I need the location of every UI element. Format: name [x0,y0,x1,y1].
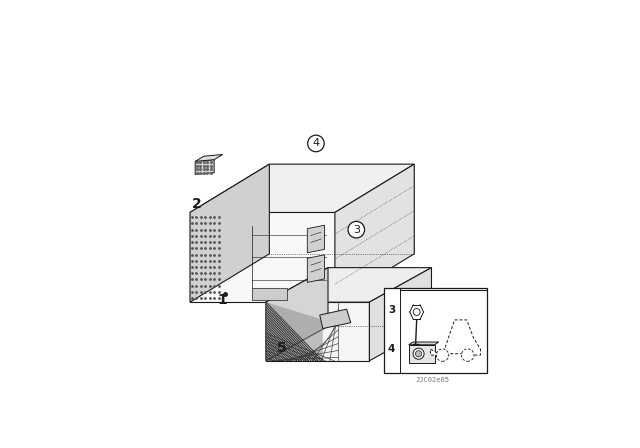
Circle shape [348,221,365,238]
Polygon shape [335,164,414,302]
Polygon shape [190,164,414,212]
Circle shape [413,309,420,315]
Polygon shape [369,267,431,361]
Text: 3: 3 [388,305,395,315]
Polygon shape [266,267,431,302]
Polygon shape [307,225,324,253]
Text: 4: 4 [388,344,395,354]
Text: 5: 5 [276,340,286,355]
Polygon shape [266,302,369,361]
Text: JJC02e05: JJC02e05 [415,377,449,383]
Polygon shape [409,345,435,363]
Text: 4: 4 [312,138,319,148]
Polygon shape [266,302,323,361]
Polygon shape [195,159,214,174]
Polygon shape [409,342,439,345]
Circle shape [436,349,449,361]
Polygon shape [431,320,481,355]
Polygon shape [307,255,324,282]
Polygon shape [252,289,287,301]
Polygon shape [190,212,335,302]
Circle shape [308,135,324,152]
Circle shape [415,351,422,357]
Circle shape [413,348,424,359]
Text: 1: 1 [218,293,228,307]
Polygon shape [266,267,328,361]
Polygon shape [320,309,351,328]
Text: 2: 2 [192,197,202,211]
Bar [384,289,488,373]
Polygon shape [195,155,223,161]
Text: 3: 3 [353,225,360,235]
Polygon shape [190,164,269,302]
Circle shape [461,349,474,361]
